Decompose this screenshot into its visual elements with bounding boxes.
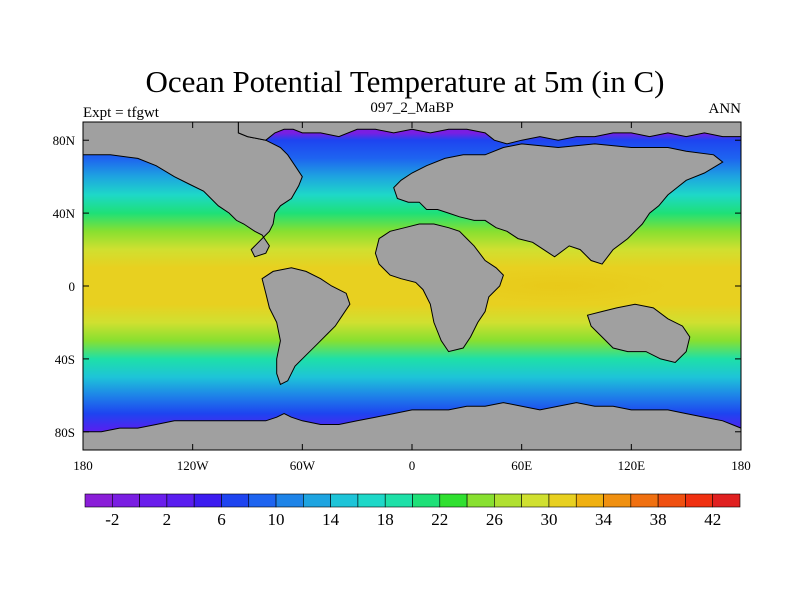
y-tick-label: 40N: [53, 206, 76, 221]
x-tick-label: 180: [73, 458, 93, 473]
colorbar-box: [139, 493, 168, 508]
colorbar-box: [303, 493, 331, 508]
land-australia: [586, 303, 691, 364]
colorbar-box: [494, 493, 522, 508]
colorbar-box: [412, 493, 441, 508]
colorbar-tick-label: 18: [377, 510, 394, 529]
land-africa: [374, 223, 504, 353]
colorbar-box: [221, 493, 250, 508]
experiment-label: Expt = tfgwt: [83, 105, 160, 121]
colorbar-labels: -2 2 6 10 14 18 22 26 30 34 38 42: [105, 510, 721, 529]
colorbar-box: [166, 493, 195, 508]
colorbar-box: [439, 493, 468, 508]
colorbar-box: [712, 493, 741, 508]
colorbar-tick-label: 22: [431, 510, 448, 529]
colorbar-tick-label: 30: [540, 510, 557, 529]
colorbar-tick-label: 10: [268, 510, 285, 529]
x-tick-label: 120W: [177, 458, 210, 473]
colorbar-box: [575, 493, 604, 508]
y-tick-label: 40S: [55, 352, 75, 367]
colorbar-box: [685, 493, 714, 508]
chart-title: Ocean Potential Temperature at 5m (in C): [146, 64, 665, 99]
colorbar-box: [357, 493, 386, 508]
colorbar-box: [330, 493, 359, 508]
map-area: [83, 122, 741, 450]
colorbar: [84, 493, 741, 508]
land-mask: [83, 122, 741, 450]
colorbar-box: [193, 493, 222, 508]
x-tick-label: 0: [409, 458, 416, 473]
colorbar-box: [248, 493, 277, 508]
x-tick-label: 120E: [618, 458, 646, 473]
colorbar-box: [84, 493, 113, 508]
colorbar-box: [466, 493, 495, 508]
colorbar-box: [111, 493, 140, 508]
land-eurasia: [393, 143, 724, 265]
colorbar-box: [521, 493, 550, 508]
land-east-asia: [237, 122, 741, 145]
colorbar-tick-label: 42: [704, 510, 721, 529]
colorbar-tick-label: 26: [486, 510, 503, 529]
season-label: ANN: [709, 101, 742, 117]
land-north-america: [83, 122, 303, 258]
x-tick-label: 60W: [290, 458, 316, 473]
colorbar-box: [384, 493, 413, 508]
case-label: 097_2_MaBP: [370, 100, 453, 116]
y-tick-label: 80N: [53, 133, 76, 148]
colorbar-tick-label: 6: [217, 510, 226, 529]
x-tick-label: 60E: [511, 458, 532, 473]
colorbar-tick-label: 38: [650, 510, 667, 529]
colorbar-tick-label: -2: [105, 510, 119, 529]
x-tick-label: 180: [731, 458, 751, 473]
colorbar-box: [548, 493, 577, 508]
y-tick-label: 80S: [55, 425, 75, 440]
colorbar-tick-label: 34: [595, 510, 613, 529]
colorbar-box: [657, 493, 686, 508]
latitude-axis: 80N 40N 0 40S 80S: [53, 133, 741, 440]
longitude-axis: 180 120W 60W 0 60E 120E 180: [73, 122, 751, 473]
y-tick-label: 0: [69, 279, 76, 294]
land-south-america: [261, 267, 351, 386]
colorbar-tick-label: 14: [322, 510, 340, 529]
colorbar-box: [275, 493, 304, 508]
colorbar-box: [603, 493, 632, 508]
land-antarctica: [83, 402, 741, 450]
colorbar-box: [630, 493, 659, 508]
colorbar-tick-label: 2: [163, 510, 172, 529]
